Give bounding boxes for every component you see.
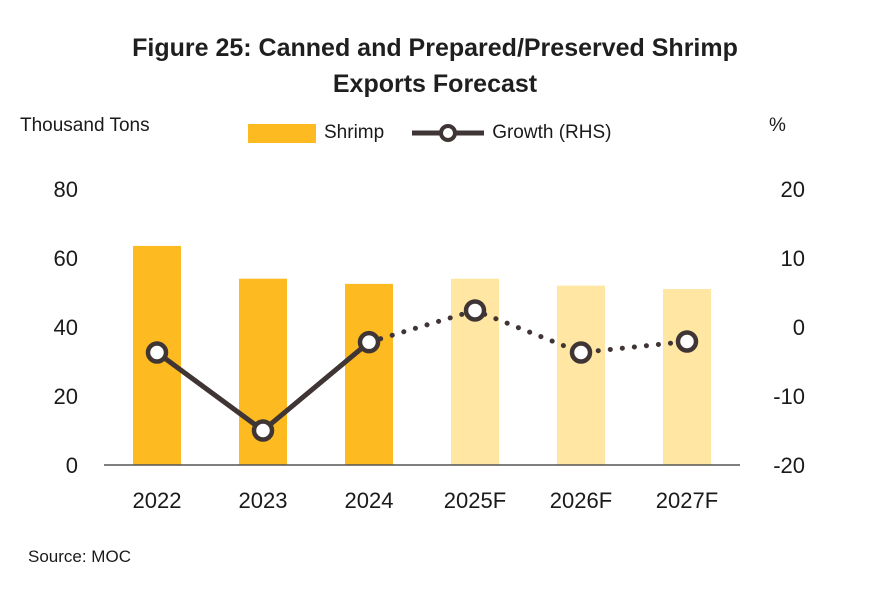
left-y-tick-label: 40 [54,315,78,340]
growth-point-2026f [569,341,593,364]
chart-title-line-2: Exports Forecast [332,70,538,98]
legend-growth-label: Growth (RHS) [492,122,612,143]
x-ticks: 2022 2023 2024 2025F 2026F 2027F [133,488,719,513]
legend-shrimp-swatch [248,123,316,143]
left-y-tick-label: 0 [66,453,78,478]
source-note: Source: MOC [28,547,131,566]
growth-point-2025f [463,299,487,322]
x-tick-label: 2025F [444,488,506,513]
right-y-tick-label: -10 [773,384,805,409]
right-axis-unit: % [769,115,786,136]
left-y-ticks: 0 20 40 60 80 [54,177,78,478]
x-tick-label: 2022 [133,488,182,513]
legend-growth-swatch-icon [412,124,485,142]
bars-layer [133,245,711,465]
right-y-tick-label: -20 [773,453,805,478]
growth-point-2023 [251,419,275,442]
right-y-tick-label: 20 [781,177,805,202]
growth-point-2022 [145,341,169,364]
bar-2024 [345,283,393,465]
bar-2027f [663,289,711,465]
growth-line-forecast [366,307,690,356]
chart-title: Figure 25: Canned and Prepared/Preserved… [0,30,870,102]
chart-title-line-1: Figure 25: Canned and Prepared/Preserved… [132,34,738,62]
growth-point-2027f [675,330,699,353]
x-tick-label: 2023 [239,488,288,513]
growth-point-2024 [357,330,381,354]
left-y-tick-label: 60 [54,246,78,271]
x-tick-label: 2024 [345,488,394,513]
growth-line-layer [145,299,699,442]
left-axis-unit: Thousand Tons [20,115,150,136]
left-y-tick-label: 20 [54,384,78,409]
right-y-ticks: -20 -10 0 10 20 [773,177,805,478]
x-tick-label: 2026F [550,488,612,513]
right-y-tick-label: 10 [781,246,805,271]
legend-shrimp-label: Shrimp [324,122,385,143]
x-tick-label: 2027F [656,488,718,513]
bar-2026f [557,285,605,465]
left-y-tick-label: 80 [54,177,78,202]
legend: Shrimp Growth (RHS) [248,122,611,144]
right-y-tick-label: 0 [793,315,805,340]
